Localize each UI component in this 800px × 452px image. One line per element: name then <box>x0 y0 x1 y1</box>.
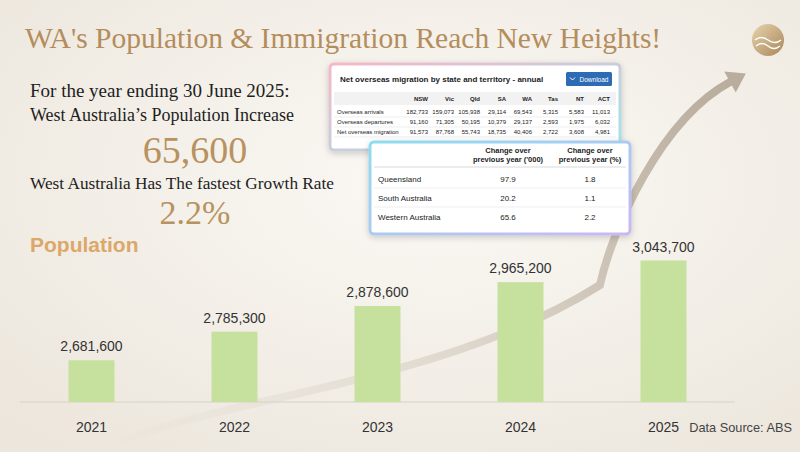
table-rule <box>334 117 616 118</box>
background <box>0 0 800 452</box>
title: WA's Population & Immigration Reach New … <box>25 22 661 54</box>
chart-title: Population <box>30 233 139 256</box>
table-rule <box>374 167 626 168</box>
table-column-head: WA <box>522 96 532 102</box>
table-cell: 69,543 <box>514 109 533 115</box>
table-cell: 91,573 <box>410 129 429 135</box>
bar <box>69 360 115 402</box>
table-row-label: Queensland <box>378 175 421 184</box>
table-row-label: Western Australia <box>378 213 441 222</box>
logo-wave <box>755 38 781 43</box>
table-cell: 5,315 <box>543 109 559 115</box>
data-label: 2,965,200 <box>489 260 551 276</box>
table-cell: 87,768 <box>436 129 455 135</box>
table-column-head: Change overprevious year ('000) <box>473 146 544 164</box>
table-column-head: Change overprevious year (%) <box>559 146 622 164</box>
table-cell: 1,975 <box>569 119 585 125</box>
table-rule <box>334 137 616 138</box>
arrow-head <box>724 71 746 92</box>
table-cell: 1.1 <box>584 194 596 203</box>
text-line: Change over <box>567 146 613 155</box>
download-icon <box>570 78 575 81</box>
logo-wave <box>756 44 780 49</box>
table-cell: 65.6 <box>500 213 516 222</box>
table-cell: 1.8 <box>584 175 596 184</box>
data-label: 2,878,600 <box>346 284 408 300</box>
table-row-label: Net overseas migration <box>337 129 399 135</box>
table-cell: 20.2 <box>500 194 516 203</box>
highlight-label: West Australia’s Population Increase <box>30 105 294 125</box>
table-cell: 55,743 <box>462 129 481 135</box>
table-panel <box>330 64 620 150</box>
table-column-head: NSW <box>414 96 428 102</box>
table-column-head: Vic <box>445 96 455 102</box>
table-cell: 11,013 <box>592 109 611 115</box>
table-net-migration: Net overseas migration by state and terr… <box>330 64 620 150</box>
table-cell: 29,114 <box>488 109 507 115</box>
highlight-value: 65,600 <box>143 129 248 171</box>
table-rule <box>374 188 626 189</box>
table-cell: 159,073 <box>432 109 454 115</box>
page: WA's Population & Immigration Reach New … <box>0 0 800 452</box>
table-cell: 91,160 <box>410 119 429 125</box>
table-column-head: ACT <box>598 96 611 102</box>
table-cell: 10,379 <box>488 119 507 125</box>
text-line: previous year (%) <box>559 155 622 164</box>
table-title: Net overseas migration by state and terr… <box>340 75 543 84</box>
bar <box>641 261 687 402</box>
table-cell: 2,722 <box>543 129 559 135</box>
table-cell: 71,305 <box>436 119 455 125</box>
text-line: Change over <box>485 146 531 155</box>
highlight-value: 2.2% <box>160 194 231 231</box>
table-rule <box>374 207 626 208</box>
table-column-head: SA <box>498 96 507 102</box>
download-button <box>566 72 612 86</box>
x-tick-label: 2022 <box>219 419 250 435</box>
table-row-label: Overseas departures <box>337 119 393 125</box>
table-column-head: NT <box>576 96 584 102</box>
highlight-label: West Australia Has The fastest Growth Ra… <box>30 174 334 193</box>
bar <box>498 282 544 402</box>
table-cell: 50,195 <box>462 119 481 125</box>
table-cell: 6,032 <box>595 119 611 125</box>
table-cell: 4,981 <box>595 129 611 135</box>
table-cell: 2,593 <box>543 119 559 125</box>
data-label: 3,043,700 <box>632 239 694 255</box>
x-tick-label: 2025 <box>648 419 679 435</box>
table-cell: 29,137 <box>514 119 533 125</box>
logo <box>752 24 784 56</box>
table-row-label: Overseas arrivals <box>337 109 384 115</box>
data-label: 2,785,300 <box>203 310 265 326</box>
table-row-label: South Australia <box>378 194 432 203</box>
table-cell: 105,938 <box>458 109 480 115</box>
table-cell: 97.9 <box>500 175 516 184</box>
bars <box>69 261 687 402</box>
table-panel <box>370 142 630 234</box>
data-label: 2,681,600 <box>60 338 122 354</box>
table-cell: 18,735 <box>488 129 507 135</box>
table-cell: 40,406 <box>514 129 533 135</box>
table-header-bg <box>334 92 616 105</box>
x-tick-label: 2023 <box>362 419 393 435</box>
x-tick-label: 2024 <box>505 419 536 435</box>
text-line: previous year ('000) <box>473 155 544 164</box>
logo-circle <box>752 24 784 56</box>
table-cell: 2.2 <box>584 213 596 222</box>
download-label: Download <box>580 76 609 83</box>
source: Data Source: ABS <box>689 420 792 435</box>
table-column-head: Qld <box>470 96 480 102</box>
table-rule <box>334 127 616 128</box>
period-text: For the year ending 30 June 2025: <box>30 80 290 101</box>
bar <box>355 306 401 402</box>
table-cell: 5,583 <box>569 109 585 115</box>
trend-arrow <box>125 71 746 440</box>
table-change: Change overprevious year ('000)Change ov… <box>370 142 630 234</box>
table-cell: 3,608 <box>569 129 585 135</box>
table-cell: 182,733 <box>406 109 428 115</box>
x-tick-label: 2021 <box>76 419 107 435</box>
bar <box>212 332 258 402</box>
table-column-head: Tas <box>548 96 559 102</box>
